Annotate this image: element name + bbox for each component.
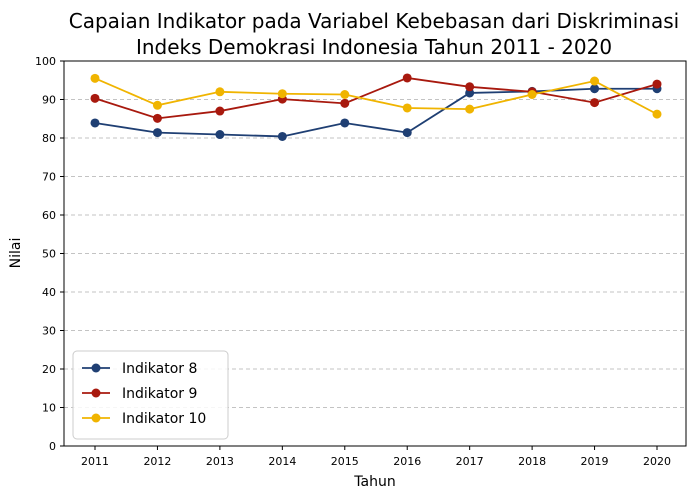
data-point [590,76,600,86]
x-tick-label: 2015 [331,455,359,468]
y-tick-label: 0 [49,440,56,453]
data-point [590,84,600,94]
series-line [94,87,657,138]
x-axis-ticks: 2011 2012 2013 2014 2015 2016 2017 2018 2019 2020 [81,446,671,468]
data-point [215,130,225,140]
data-point [152,113,162,123]
x-tick-label: 2016 [393,455,421,468]
data-point [402,128,412,138]
y-tick-label: 30 [42,325,56,338]
y-tick-label: 20 [42,363,56,376]
x-tick-label: 2020 [643,455,671,468]
x-tick-label: 2011 [81,455,109,468]
chart-title: Capaian Indikator pada Variabel Kebebasa… [69,9,679,33]
legend-label: Indikator 10 [122,411,206,427]
series-3 [90,73,662,119]
gridlines [64,99,686,408]
y-tick-label: 100 [35,55,56,68]
data-point [590,98,600,108]
legend-item: Indikator 10 [82,411,206,427]
data-point [215,87,225,97]
legend: Indikator 8 Indikator 9 Indikator 10 [72,350,229,440]
x-axis-label: Tahun [353,474,395,490]
x-tick-label: 2012 [143,455,171,468]
x-tick-label: 2017 [456,455,484,468]
data-point [152,100,162,110]
x-tick-label: 2019 [581,455,609,468]
data-point [340,118,350,128]
x-tick-label: 2013 [206,455,234,468]
x-tick-label: 2018 [518,455,546,468]
y-tick-label: 70 [42,171,56,184]
data-point [90,93,100,103]
series-line [94,77,658,120]
legend-item: Indikator 8 [82,361,197,377]
y-tick-label: 60 [42,209,56,222]
data-point [152,128,162,138]
data-point [90,73,100,83]
legend-label: Indikator 9 [122,386,197,402]
y-tick-label: 90 [42,94,56,107]
series-lines [90,73,662,141]
data-point [465,82,475,92]
series-2 [90,73,662,123]
data-point [277,89,287,99]
x-tick-label: 2014 [268,455,296,468]
data-point [215,106,225,116]
legend-box [72,350,229,440]
data-point [652,109,662,119]
y-tick-label: 80 [42,132,56,145]
series-1 [90,84,662,141]
legend-swatch-marker [91,363,101,373]
y-tick-label: 10 [42,402,56,415]
chart-subtitle: Indeks Demokrasi Indonesia Tahun 2011 - … [136,35,612,59]
data-point [402,73,412,83]
data-point [340,98,350,108]
legend-item: Indikator 9 [82,386,197,402]
data-point [465,88,475,98]
plot-frame [63,60,687,447]
legend-swatch-marker [91,413,101,423]
legend-label: Indikator 8 [122,361,197,377]
y-tick-label: 40 [42,286,56,299]
series-line [94,77,658,115]
data-point [277,131,287,141]
y-tick-label: 50 [42,248,56,261]
data-point [402,103,412,113]
y-axis-label: Nilai [8,238,24,269]
data-point [527,89,537,99]
data-point [90,118,100,128]
data-point [340,89,350,99]
y-axis-ticks: 0 10 20 30 40 50 60 70 80 90 100 [35,55,64,453]
legend-swatch-marker [91,388,101,398]
data-point [652,79,662,89]
data-point [465,104,475,114]
